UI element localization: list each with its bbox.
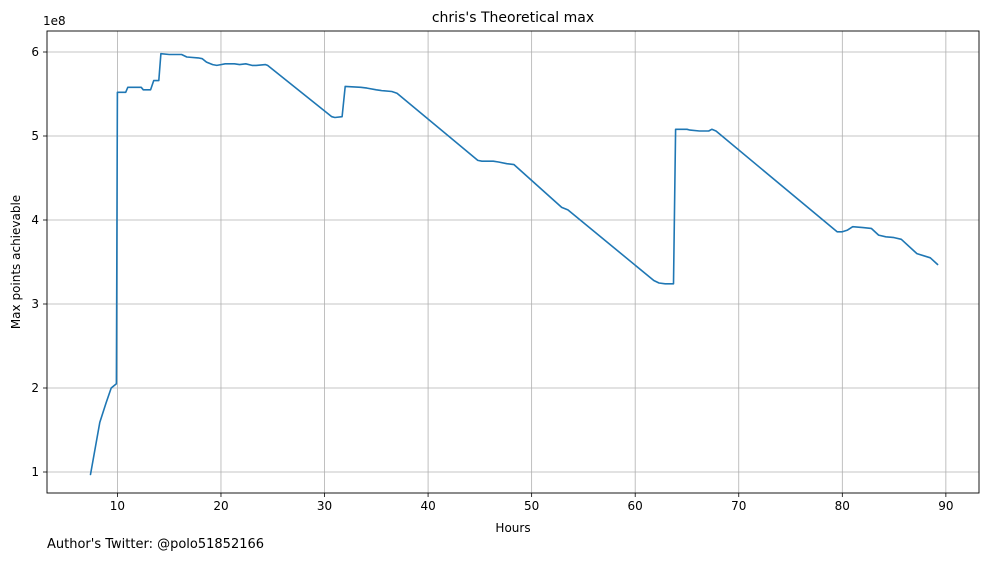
y-tick-label: 1 xyxy=(31,465,39,479)
plot-frame xyxy=(46,30,980,494)
x-tick-label: 40 xyxy=(420,499,435,513)
chart-title: chris's Theoretical max xyxy=(432,10,594,26)
x-tick-label: 80 xyxy=(835,499,850,513)
y-tick-label: 5 xyxy=(31,129,39,143)
x-tick-label: 90 xyxy=(938,499,953,513)
y-tick-label: 2 xyxy=(31,381,39,395)
x-tick-label: 30 xyxy=(317,499,332,513)
series-line xyxy=(89,52,939,476)
y-tick-label: 3 xyxy=(31,297,39,311)
x-tick-label: 50 xyxy=(524,499,539,513)
x-tick-label: 20 xyxy=(213,499,228,513)
y-tick-label: 6 xyxy=(31,45,39,59)
y-offset-label: 1e8 xyxy=(43,14,66,28)
grid xyxy=(47,31,979,493)
ticks: 10 20 30 40 50 60 70 80 90 1 2 3 4 5 6 xyxy=(31,45,953,513)
y-tick-label: 4 xyxy=(31,213,39,227)
x-tick-label: 70 xyxy=(731,499,746,513)
x-axis-label: Hours xyxy=(495,521,530,535)
x-tick-label: 10 xyxy=(110,499,125,513)
y-axis-label: Max points achievable xyxy=(9,195,23,329)
x-tick-label: 60 xyxy=(628,499,643,513)
author-credit: Author's Twitter: @polo51852166 xyxy=(47,537,265,552)
